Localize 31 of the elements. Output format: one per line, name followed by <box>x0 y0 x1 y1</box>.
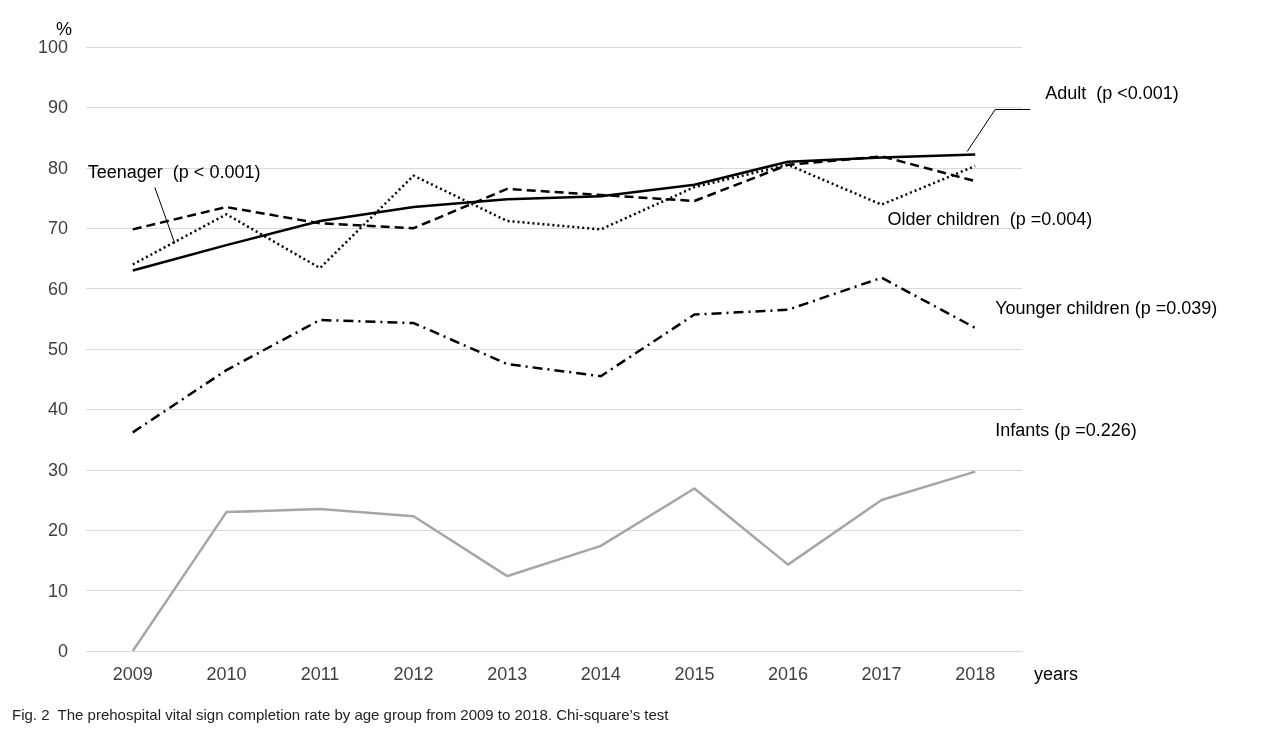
series-label: Teenager (p < 0.001) <box>87 162 261 183</box>
x-tick-label: 2012 <box>393 664 434 684</box>
y-tick-label: 20 <box>47 520 68 541</box>
x-tick-label: 2017 <box>861 664 902 684</box>
y-tick-label: 30 <box>47 459 68 480</box>
x-tick-label: 2015 <box>674 664 715 684</box>
text: Infants (p =0.226) <box>995 419 1137 440</box>
y-tick-label: 40 <box>47 399 68 420</box>
line-series <box>131 470 977 653</box>
y-tick-label: 100 <box>37 37 68 57</box>
y-tick-label: 70 <box>47 218 68 239</box>
x-tick-label: 2011 <box>300 664 340 684</box>
y-tick-label: 90 <box>47 97 68 118</box>
x-tick-label: 2018 <box>955 664 996 684</box>
x-tick-label: 2016 <box>767 664 809 684</box>
line-series <box>131 276 977 434</box>
x-tick-label: 2009 <box>112 664 153 684</box>
y-tick-label: 0 <box>57 641 68 661</box>
caption: Fig. 2 The prehospital vital sign completion rate by age group from 2009 to 2018. Chi-square’s test <box>12 706 670 723</box>
x-tick-label: 2014 <box>580 664 621 684</box>
series-label: Older children (p =0.004) <box>887 208 1093 229</box>
y-tick-label: 10 <box>47 580 68 601</box>
x-axis-title: years <box>1034 664 1079 684</box>
y-tick-label: 50 <box>47 339 68 359</box>
y-axis-title: % <box>56 19 73 40</box>
x-tick-label: 2013 <box>487 664 528 684</box>
series-label: Younger children (p =0.039) <box>995 297 1218 318</box>
text: Adult (p <0.001) <box>1045 82 1179 103</box>
x-tick-label: 2010 <box>206 664 247 684</box>
y-tick-label: 80 <box>47 157 68 178</box>
y-tick-label: 60 <box>47 278 68 299</box>
